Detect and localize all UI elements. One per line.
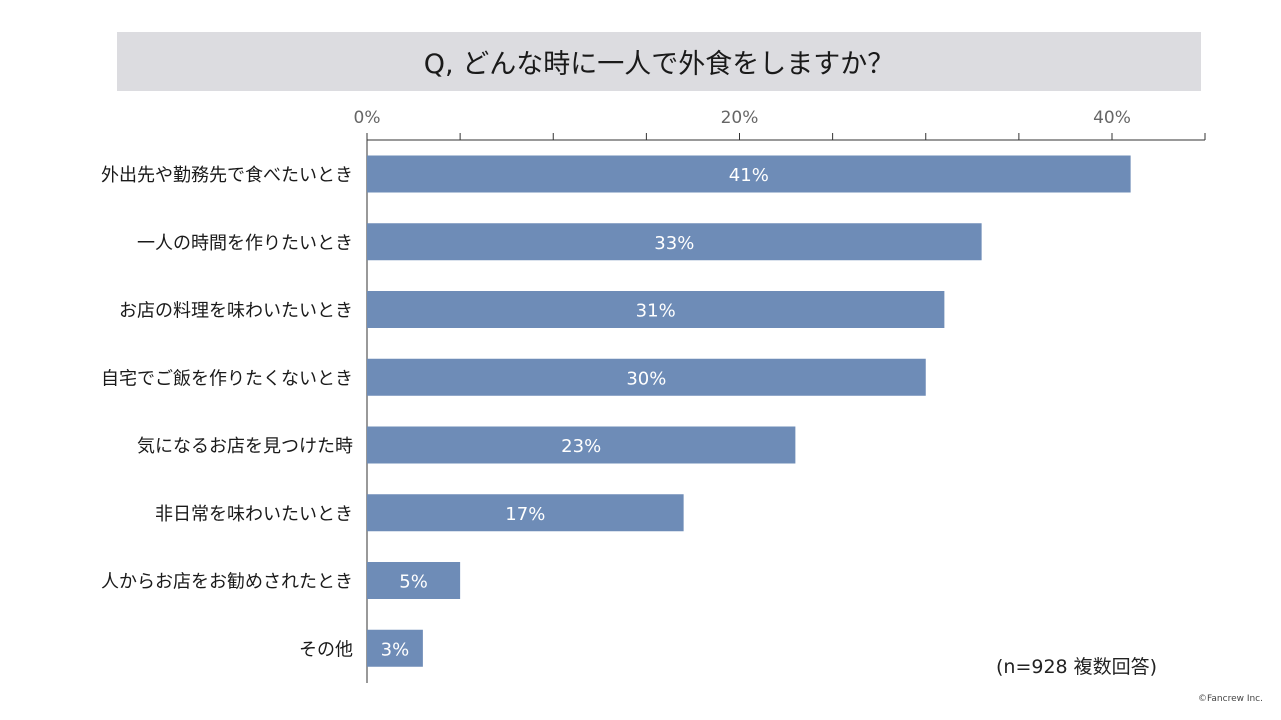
bar <box>367 223 982 261</box>
bar-data-label: 5% <box>399 572 428 593</box>
x-tick-label: 0% <box>354 108 381 128</box>
x-tick-label: 20% <box>721 108 759 128</box>
copyright-text: ©Fancrew Inc. <box>1198 694 1263 704</box>
category-label: その他 <box>299 639 353 660</box>
category-label: 外出先や勤務先で食べたいとき <box>101 165 353 186</box>
category-label: 一人の時間を作りたいとき <box>137 233 353 254</box>
bar-data-label: 3% <box>381 639 410 660</box>
bar <box>367 494 684 532</box>
bar-data-label: 17% <box>505 504 545 525</box>
sample-note: (n=928 複数回答) <box>996 656 1158 678</box>
category-label: 人からお店をお勧めされたとき <box>101 572 353 593</box>
bar-data-label: 33% <box>654 233 694 254</box>
bar-data-label: 31% <box>636 301 676 322</box>
title-banner: Q, どんな時に一人で外食をしますか？ <box>117 32 1201 91</box>
category-label: 気になるお店を見つけた時 <box>137 436 353 457</box>
category-label: 非日常を味わいたいとき <box>155 504 353 525</box>
bar <box>367 155 1131 193</box>
x-tick-label: 40% <box>1093 108 1131 128</box>
chart-title: Q, どんな時に一人で外食をしますか？ <box>423 49 895 80</box>
bar <box>367 291 945 328</box>
category-label: 自宅でご飯を作りたくないとき <box>101 368 353 389</box>
bar <box>367 426 796 464</box>
bar <box>367 562 461 599</box>
bar <box>367 629 423 667</box>
bar-data-label: 23% <box>561 436 601 457</box>
category-label: お店の料理を味わいたいとき <box>119 301 353 322</box>
bar-data-label: 41% <box>729 165 769 186</box>
bar <box>367 358 926 396</box>
bar-data-label: 30% <box>626 368 666 389</box>
